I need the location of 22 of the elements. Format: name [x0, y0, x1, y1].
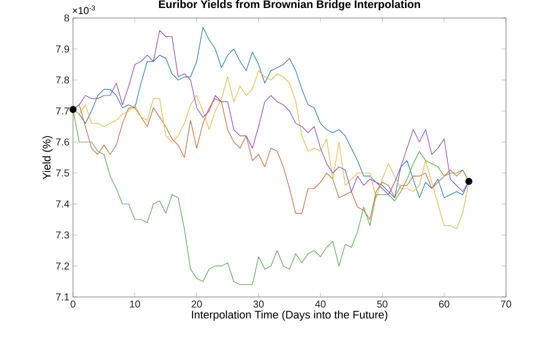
x-tick-label: 0: [70, 300, 76, 308]
x-axis-title: Interpolation Time (Days into the Future): [192, 310, 388, 321]
y-tick-label: 7.8: [56, 76, 70, 84]
x-tick-label: 60: [439, 300, 450, 308]
x-tick-label: 20: [192, 300, 202, 308]
y-tick-label: 7.9: [56, 45, 70, 53]
chart-title: Euribor Yields from Brownian Bridge Interpolation: [159, 0, 420, 10]
y-tick-label: 7.4: [56, 200, 70, 208]
x-tick-label: 30: [253, 300, 264, 308]
x-tick-label: 10: [130, 300, 140, 308]
y-tick-label: 7.6: [56, 138, 70, 146]
y-tick-label: 7.1: [56, 294, 69, 300]
y-axis-title: Yield (%): [42, 136, 53, 180]
text: ×10$^{-3}$: [72, 5, 95, 14]
y-tick-label: 7.5: [56, 170, 70, 176]
y-tick-label: 7.2: [56, 262, 69, 270]
x-tick-label: 50: [377, 300, 388, 308]
y-tick-label: 7.7: [56, 108, 69, 114]
x-tick-label: 40: [315, 300, 326, 308]
y-tick-label: 8: [64, 14, 70, 22]
x-tick-label: 70: [500, 300, 512, 308]
y-tick-label: 7.3: [56, 231, 70, 239]
